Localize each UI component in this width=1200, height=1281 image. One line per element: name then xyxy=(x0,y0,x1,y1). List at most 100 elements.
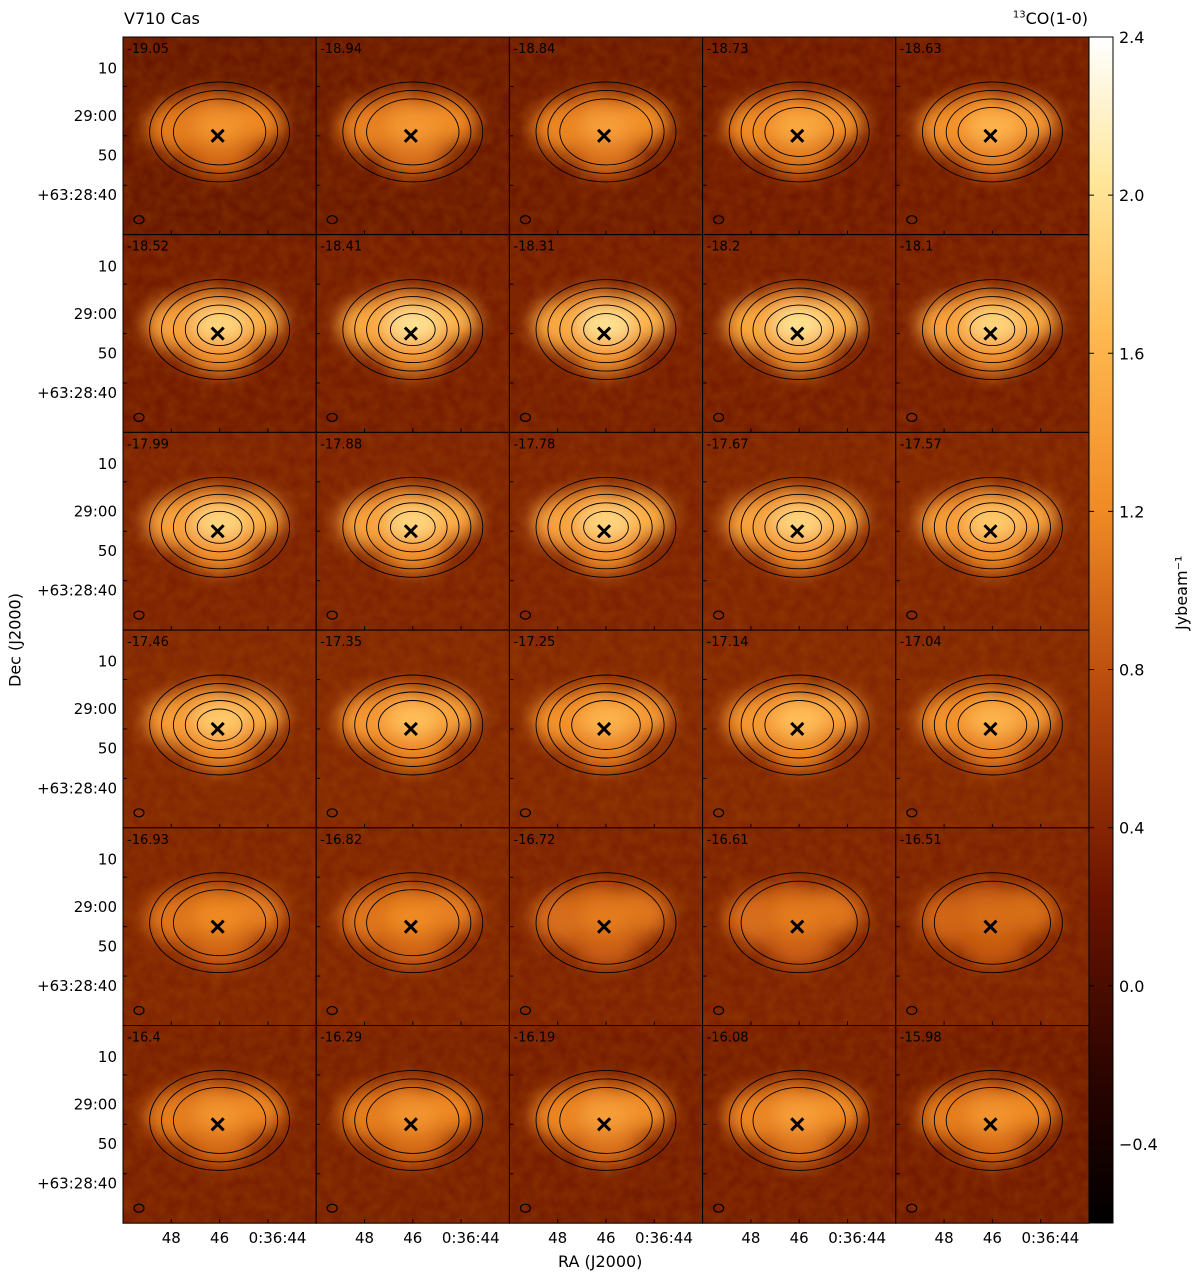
beam-ellipse xyxy=(519,215,532,225)
emission-blob xyxy=(531,91,671,177)
beam-ellipse xyxy=(519,1203,532,1213)
contour-line xyxy=(740,485,858,570)
channel-velocity-label: -16.4 xyxy=(127,1031,161,1046)
y-tick-label: 29:00 xyxy=(74,700,117,718)
emission-peak xyxy=(191,899,248,936)
channel-image xyxy=(509,432,703,631)
channel-panel: -18.2 xyxy=(702,234,897,433)
emission-blob xyxy=(337,882,478,968)
contour-line xyxy=(728,872,870,974)
line-name-title: 13CO(1-0) xyxy=(1013,9,1088,28)
beam-ellipse xyxy=(906,412,918,422)
contour-line xyxy=(728,1069,870,1171)
contour-line xyxy=(547,287,665,372)
emission-blob xyxy=(144,882,285,968)
channel-panel: -16.82 xyxy=(315,827,510,1026)
channel-image xyxy=(895,1025,1089,1224)
emission-blob xyxy=(724,289,865,375)
source-marker xyxy=(597,919,612,934)
contour-line xyxy=(933,485,1051,570)
contour-line xyxy=(172,1086,267,1154)
emission-peak xyxy=(964,899,1021,936)
emission-blob xyxy=(144,289,285,375)
contour-line xyxy=(161,683,279,767)
contour-line xyxy=(728,476,870,578)
x-tick-label: 46 xyxy=(790,1229,809,1247)
channel-velocity-label: -16.29 xyxy=(320,1031,362,1046)
channel-velocity-label: -16.51 xyxy=(900,833,942,848)
channel-panel: -15.98 xyxy=(895,1025,1090,1224)
channel-panel: -17.78 xyxy=(508,431,704,631)
channel-panel: -18.73 xyxy=(702,36,897,236)
y-tick-label: +63:28:40 xyxy=(37,977,117,995)
beam-ellipse xyxy=(712,808,725,818)
y-tick-label: 29:00 xyxy=(74,898,117,916)
source-marker xyxy=(597,326,612,341)
contour-line xyxy=(945,296,1040,364)
source-marker xyxy=(403,919,418,934)
channel-panel: -17.04 xyxy=(895,629,1090,829)
channel-velocity-label: -17.88 xyxy=(320,437,362,452)
contour-line xyxy=(752,691,846,759)
channel-image xyxy=(895,432,1089,631)
contour-line xyxy=(149,279,291,381)
beam-ellipse xyxy=(712,215,725,225)
contour-line xyxy=(342,81,484,183)
channel-velocity-label: -17.25 xyxy=(513,635,555,650)
emission-peak xyxy=(771,306,828,343)
emission-peak xyxy=(771,108,828,145)
emission-peak xyxy=(578,1097,634,1134)
y-tick-label: +63:28:40 xyxy=(37,186,117,204)
contour-line xyxy=(172,493,267,561)
x-tick-label: 48 xyxy=(741,1229,760,1247)
contour-line xyxy=(957,700,1028,750)
beam-ellipse xyxy=(519,610,532,620)
contour-line xyxy=(969,510,1016,544)
contour-line xyxy=(933,880,1051,965)
channel-panel: -16.29 xyxy=(315,1025,510,1224)
emission-blob xyxy=(724,684,865,770)
emission-peak xyxy=(384,1097,441,1134)
source-marker xyxy=(790,1117,805,1132)
colorbar-tick-label: 0.4 xyxy=(1119,819,1144,838)
source-marker xyxy=(983,919,998,934)
beam-ellipse xyxy=(133,1005,145,1016)
channel-velocity-label: -16.08 xyxy=(707,1031,749,1046)
contour-line xyxy=(535,81,677,183)
y-tick-label: 50 xyxy=(98,937,117,955)
channel-panel: -17.25 xyxy=(508,629,704,829)
channel-velocity-label: -16.72 xyxy=(513,833,555,848)
contour-line xyxy=(740,683,858,767)
channel-panel: -18.1 xyxy=(895,234,1090,433)
contour-line xyxy=(559,691,653,759)
channel-panel: -18.94 xyxy=(315,36,510,236)
contour-line xyxy=(354,880,472,965)
contour-line xyxy=(945,1086,1040,1154)
channel-panel: -17.57 xyxy=(895,431,1090,631)
source-marker xyxy=(790,524,805,539)
channel-image xyxy=(702,432,896,631)
contour-line xyxy=(184,304,255,355)
beam-ellipse xyxy=(906,1203,918,1213)
emission-blob xyxy=(144,684,285,770)
channel-image xyxy=(316,630,510,828)
colorbar-tick-label: 0.0 xyxy=(1119,977,1144,996)
source-marker xyxy=(790,919,805,934)
beam-ellipse xyxy=(133,1203,145,1213)
contour-line xyxy=(776,510,823,544)
contour-line xyxy=(547,880,665,965)
contour-line xyxy=(354,89,472,174)
source-name-title: V710 Cas xyxy=(124,9,200,28)
x-tick-label: 0:36:44 xyxy=(1021,1229,1079,1247)
contour-line xyxy=(740,880,858,965)
contour-line xyxy=(342,872,484,974)
emission-peak xyxy=(384,504,441,541)
channel-image xyxy=(509,630,703,828)
channel-image xyxy=(123,630,317,828)
channel-panel: -18.84 xyxy=(508,36,704,236)
y-tick-label: 50 xyxy=(98,344,117,362)
channel-panel: -18.63 xyxy=(895,36,1090,236)
beam-ellipse xyxy=(133,808,145,818)
contour-line xyxy=(161,485,279,570)
